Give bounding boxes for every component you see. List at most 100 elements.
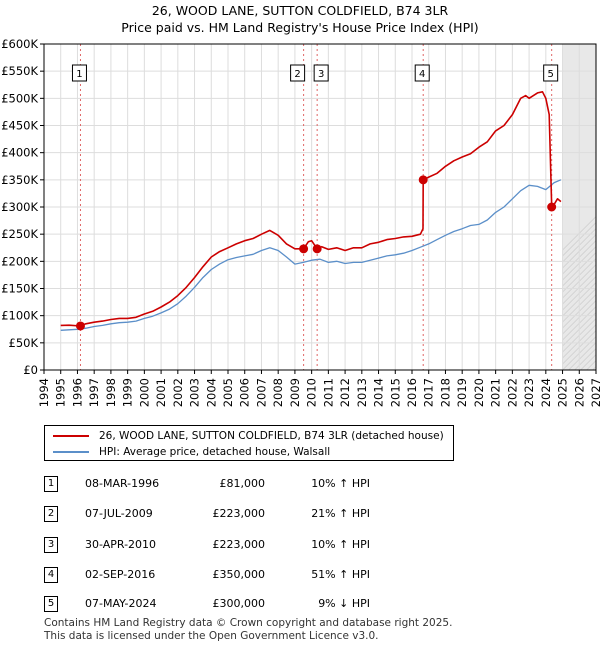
y-tick-label: £450K	[1, 119, 38, 133]
row-number: 2	[44, 506, 58, 522]
x-tick-label: 2024	[539, 378, 553, 407]
x-tick-label: 2005	[221, 378, 235, 407]
chart-legend: 26, WOOD LANE, SUTTON COLDFIELD, B74 3LR…	[44, 425, 454, 461]
y-tick-label: £600K	[1, 37, 38, 51]
y-tick-label: £0	[23, 363, 38, 377]
sale-point	[299, 244, 309, 254]
row-hpi: 21% ↑ HPI	[311, 507, 370, 520]
x-tick-label: 2023	[522, 378, 536, 407]
legend-item-property: 26, WOOD LANE, SUTTON COLDFIELD, B74 3LR…	[53, 428, 448, 444]
chart-title-block: 26, WOOD LANE, SUTTON COLDFIELD, B74 3LR…	[0, 2, 600, 36]
row-price: £223,000	[212, 538, 266, 551]
y-tick-label: £500K	[1, 91, 38, 105]
x-tick-label: 1997	[87, 378, 101, 407]
legend-swatch-blue	[53, 451, 89, 453]
sale-point	[312, 244, 322, 254]
sale-point	[547, 202, 557, 212]
sale-label-number: 2	[294, 69, 300, 80]
x-tick-label: 2016	[405, 378, 419, 407]
y-tick-label: £50K	[9, 336, 39, 350]
x-tick-label: 2020	[472, 378, 486, 407]
sale-label-number: 1	[76, 69, 82, 80]
y-tick-label: £350K	[1, 173, 38, 187]
property-price-line	[60, 91, 562, 327]
x-tick-label: 2006	[238, 378, 252, 407]
legend-label-property: 26, WOOD LANE, SUTTON COLDFIELD, B74 3LR…	[99, 430, 444, 442]
y-tick-label: £250K	[1, 227, 38, 241]
sale-point	[418, 175, 428, 185]
row-hpi: 10% ↑ HPI	[311, 477, 370, 490]
row-date: 08-MAR-1996	[85, 477, 160, 490]
y-tick-label: £550K	[1, 64, 38, 78]
sale-label-number: 3	[318, 69, 324, 80]
y-tick-label: £200K	[1, 254, 38, 268]
x-tick-label: 2003	[188, 378, 202, 407]
x-tick-label: 1998	[104, 378, 118, 407]
x-tick-label: 2027	[589, 378, 600, 407]
row-number: 5	[44, 596, 58, 612]
x-tick-label: 2013	[355, 378, 369, 407]
row-price: £300,000	[212, 597, 266, 610]
x-tick-label: 2011	[321, 378, 335, 407]
x-tick-label: 2002	[171, 378, 185, 407]
x-tick-label: 2021	[489, 378, 503, 407]
x-tick-label: 2008	[271, 378, 285, 407]
row-date: 02-SEP-2016	[85, 568, 156, 581]
sale-label-box	[290, 64, 306, 82]
sale-point	[75, 321, 85, 331]
footer-line-2: This data is licensed under the Open Gov…	[44, 630, 379, 642]
row-number: 4	[44, 567, 58, 583]
table-row: 3 30-APR-2010 £223,000 10% ↑ HPI	[0, 535, 600, 555]
y-tick-label: £150K	[1, 282, 38, 296]
chart-title: 26, WOOD LANE, SUTTON COLDFIELD, B74 3LR	[151, 3, 449, 18]
footer-line-1: Contains HM Land Registry data © Crown c…	[44, 617, 453, 629]
hpi-line	[60, 179, 562, 331]
x-tick-label: 2012	[338, 378, 352, 407]
x-tick-label: 2014	[372, 378, 386, 407]
row-date: 07-JUL-2009	[85, 507, 153, 520]
x-tick-label: 1999	[121, 378, 135, 407]
x-tick-label: 2026	[572, 378, 586, 407]
x-tick-label: 2017	[422, 378, 436, 407]
x-tick-label: 2009	[288, 378, 302, 407]
row-hpi: 10% ↑ HPI	[311, 538, 370, 551]
x-tick-label: 1995	[54, 378, 68, 407]
table-row: 4 02-SEP-2016 £350,000 51% ↑ HPI	[0, 565, 600, 585]
x-tick-label: 1994	[37, 378, 51, 407]
x-tick-label: 2025	[556, 378, 570, 407]
row-date: 30-APR-2010	[85, 538, 157, 551]
legend-label-hpi: HPI: Average price, detached house, Wals…	[99, 446, 331, 458]
x-tick-label: 2001	[154, 378, 168, 407]
row-hpi: 9% ↓ HPI	[318, 597, 370, 610]
x-tick-label: 2007	[254, 378, 268, 407]
x-tick-label: 2015	[388, 378, 402, 407]
x-tick-label: 2010	[305, 378, 319, 407]
table-row: 2 07-JUL-2009 £223,000 21% ↑ HPI	[0, 504, 600, 524]
chart-subtitle: Price paid vs. HM Land Registry's House …	[121, 20, 479, 35]
table-row: 1 08-MAR-1996 £81,000 10% ↑ HPI	[0, 474, 600, 494]
y-tick-label: £100K	[1, 309, 38, 323]
row-price: £81,000	[219, 477, 266, 490]
sale-label-box	[71, 64, 87, 82]
y-tick-label: £300K	[1, 200, 38, 214]
row-hpi: 51% ↑ HPI	[311, 568, 370, 581]
row-date: 07-MAY-2024	[85, 597, 157, 610]
x-tick-label: 2004	[204, 378, 218, 407]
sale-label-box	[313, 64, 329, 82]
row-price: £350,000	[212, 568, 266, 581]
footer-attribution: Contains HM Land Registry data © Crown c…	[44, 617, 452, 643]
y-tick-label: £400K	[1, 146, 38, 160]
row-number: 1	[44, 476, 58, 492]
sale-label-number: 4	[419, 69, 425, 80]
row-number: 3	[44, 537, 58, 553]
x-tick-label: 2019	[455, 378, 469, 407]
table-row: 5 07-MAY-2024 £300,000 9% ↓ HPI	[0, 594, 600, 614]
legend-item-hpi: HPI: Average price, detached house, Wals…	[53, 444, 448, 460]
x-tick-label: 2018	[438, 378, 452, 407]
x-tick-label: 1996	[70, 378, 84, 407]
x-tick-label: 2000	[137, 378, 151, 407]
sale-label-box	[543, 64, 559, 82]
price-chart: £0 £50K £100K £150K £200K £250K £300K £350K £400…	[1, 37, 600, 407]
sale-label-box	[414, 64, 430, 82]
sale-label-number: 5	[547, 69, 553, 80]
